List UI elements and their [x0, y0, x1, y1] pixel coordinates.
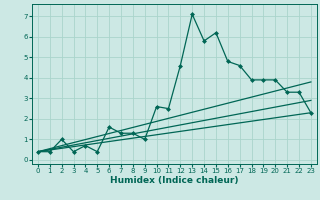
X-axis label: Humidex (Indice chaleur): Humidex (Indice chaleur): [110, 176, 239, 185]
